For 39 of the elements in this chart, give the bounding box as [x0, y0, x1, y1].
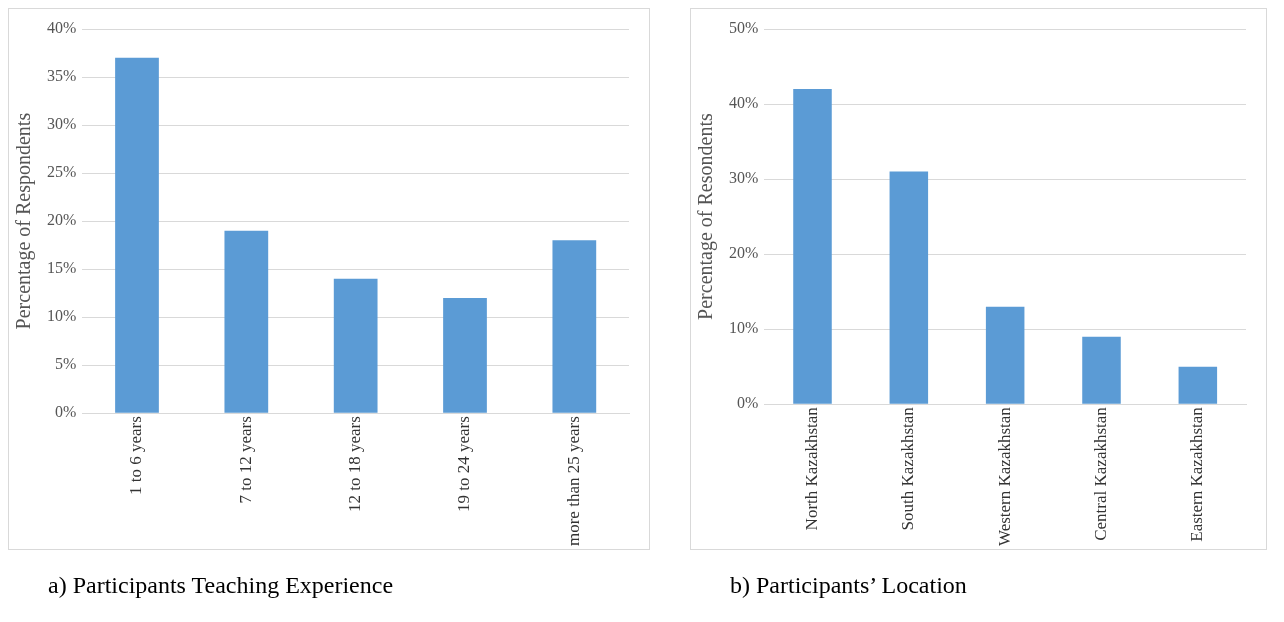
- y-tick-label: 10%: [47, 307, 77, 325]
- y-tick-label: 20%: [47, 211, 77, 229]
- x-tick-label: 19 to 24 years: [454, 416, 474, 513]
- y-tick-label: 35%: [47, 67, 77, 85]
- x-tick-label: Eastern Kazakhstan: [1187, 406, 1207, 542]
- bar: [1178, 366, 1218, 404]
- y-tick-label: 0%: [55, 403, 77, 421]
- y-tick-label: 10%: [729, 319, 759, 337]
- y-tick-label: 0%: [737, 394, 759, 412]
- x-tick-label: South Kazakhstan: [898, 406, 918, 531]
- y-tick-label: 40%: [729, 94, 759, 112]
- y-tick-label: 5%: [55, 355, 77, 373]
- x-tick-label: 12 to 18 years: [345, 416, 365, 513]
- bar: [333, 278, 378, 413]
- bar: [985, 306, 1025, 404]
- bar: [224, 230, 269, 413]
- bar: [443, 297, 487, 413]
- x-tick-label: 7 to 12 years: [235, 416, 255, 504]
- y-axis-title: Percentage of Resondents: [694, 113, 718, 320]
- x-tick-label: North Kazakhstan: [801, 406, 821, 531]
- x-tick-label: Western Kazakhstan: [994, 406, 1014, 547]
- y-tick-label: 50%: [729, 19, 759, 37]
- y-tick-label: 40%: [47, 19, 77, 37]
- y-tick-label: 20%: [729, 244, 759, 262]
- y-axis-title: Percentage of Respondents: [12, 112, 36, 330]
- y-tick-label: 15%: [47, 259, 77, 277]
- y-tick-label: 30%: [729, 169, 759, 187]
- y-tick-label: 25%: [47, 163, 77, 181]
- bar: [889, 171, 929, 404]
- bar: [552, 240, 597, 413]
- text: a) Participants Teaching Experience: [47, 572, 395, 599]
- bar: [115, 57, 159, 413]
- y-tick-label: 30%: [47, 115, 77, 133]
- x-tick-label: more than 25 years: [563, 416, 583, 547]
- bar: [793, 89, 832, 404]
- x-tick-label: Central Kazakhstan: [1090, 406, 1110, 541]
- text: b) Participants’ Location: [729, 572, 968, 599]
- x-tick-label: 1 to 6 years: [126, 416, 146, 496]
- bar: [1082, 336, 1121, 404]
